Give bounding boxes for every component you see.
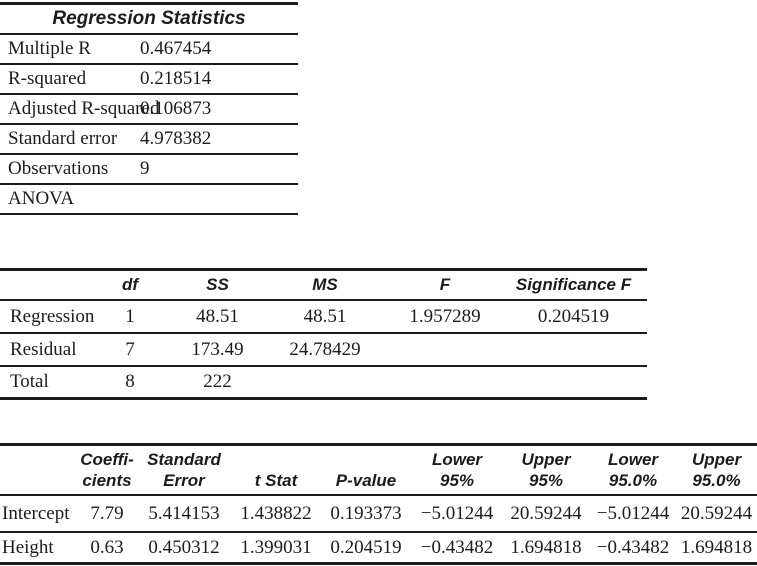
header-line: Upper [691, 450, 742, 469]
anova-table: df SS MS F Significance F Regression 1 4… [0, 268, 647, 400]
table-row: R-squared 0.218514 [0, 64, 298, 95]
table-row: Residual 7 173.49 24.78429 [0, 333, 647, 367]
col-header-ss: SS [175, 269, 260, 301]
table-row: Adjusted R-squared 0.106873 [0, 94, 298, 125]
standard-error-cell: 0.450312 [136, 532, 232, 565]
f-cell [390, 333, 500, 367]
ss-cell: 48.51 [175, 300, 260, 334]
stat-value: 4.978382 [140, 124, 298, 155]
header-line: P-value [335, 471, 397, 490]
t-stat-cell: 1.438822 [232, 495, 320, 533]
ms-cell [260, 366, 390, 400]
stat-label: Standard error [0, 124, 140, 155]
header-line: Error [163, 471, 205, 490]
sig-f-cell: 0.204519 [500, 300, 647, 334]
row-label: Intercept [0, 495, 78, 533]
df-cell: 7 [85, 333, 175, 367]
col-header-lower-95-0: Lower 95.0% [590, 444, 676, 496]
col-header-ms: MS [260, 269, 390, 301]
col-header-upper-95: Upper 95% [502, 444, 590, 496]
header-line: 95.0% [692, 471, 741, 490]
standard-error-cell: 5.414153 [136, 495, 232, 533]
lower-95-0-cell: −0.43482 [590, 532, 676, 565]
ss-cell: 173.49 [175, 333, 260, 367]
stat-label: Adjusted R-squared [0, 94, 159, 125]
f-cell: 1.957289 [390, 300, 500, 334]
stat-label: ANOVA [0, 184, 140, 215]
regression-statistics-table: Regression Statistics Multiple R 0.46745… [0, 2, 298, 215]
header-line: 95.0% [608, 471, 658, 490]
coefficients-header-row: Coeffi- cients Standard Error t Stat P-v… [0, 444, 757, 496]
stat-value: 0.218514 [140, 64, 298, 95]
ms-cell: 24.78429 [260, 333, 390, 367]
sig-f-cell [500, 366, 647, 400]
p-value-cell: 0.193373 [320, 495, 412, 533]
row-label: Residual [0, 333, 85, 367]
upper-95-0-cell: 20.59244 [676, 495, 757, 533]
header-line: Coeffi- [80, 450, 134, 469]
col-header-significance-f: Significance F [500, 269, 647, 301]
stat-label: Multiple R [0, 34, 140, 65]
sig-f-cell [500, 333, 647, 367]
stat-value: 0.467454 [140, 34, 298, 65]
col-header-standard-error: Standard Error [136, 444, 232, 496]
upper-95-cell: 1.694818 [502, 532, 590, 565]
row-label: Height [0, 532, 78, 565]
p-value-cell: 0.204519 [320, 532, 412, 565]
anova-header-row: df SS MS F Significance F [0, 269, 647, 301]
f-cell [390, 366, 500, 400]
table-row: Standard error 4.978382 [0, 124, 298, 155]
t-stat-cell: 1.399031 [232, 532, 320, 565]
header-line: Standard [147, 450, 221, 469]
col-header-f: F [390, 269, 500, 301]
col-header-p-value: P-value [320, 444, 412, 496]
coefficient-cell: 0.63 [78, 532, 136, 565]
df-cell: 1 [85, 300, 175, 334]
coefficient-cell: 7.79 [78, 495, 136, 533]
ms-cell: 48.51 [260, 300, 390, 334]
table-row: ANOVA [0, 184, 298, 215]
header-line: cients [82, 471, 132, 490]
lower-95-0-cell: −5.01244 [590, 495, 676, 533]
df-cell: 8 [85, 366, 175, 400]
header-line: 95% [439, 471, 475, 490]
upper-95-cell: 20.59244 [502, 495, 590, 533]
upper-95-0-cell: 1.694818 [676, 532, 757, 565]
header-line: Lower [431, 450, 483, 469]
stat-label: R-squared [0, 64, 140, 95]
corner-cell [0, 269, 85, 301]
table-row: Intercept 7.79 5.414153 1.438822 0.19337… [0, 495, 757, 533]
header-line: Upper [521, 450, 571, 469]
col-header-lower-95: Lower 95% [412, 444, 502, 496]
ss-cell: 222 [175, 366, 260, 400]
table-row: Regression 1 48.51 48.51 1.957289 0.2045… [0, 300, 647, 334]
corner-cell [0, 444, 78, 496]
row-label: Regression [0, 300, 94, 334]
col-header-upper-95-0: Upper 95.0% [676, 444, 757, 496]
table-row: Observations 9 [0, 154, 298, 185]
table-row: Total 8 222 [0, 366, 647, 400]
header-line: t Stat [254, 471, 298, 490]
lower-95-cell: −5.01244 [412, 495, 502, 533]
lower-95-cell: −0.43482 [412, 532, 502, 565]
table-row: Multiple R 0.467454 [0, 34, 298, 65]
col-header-df: df [85, 269, 175, 301]
coefficients-table: Coeffi- cients Standard Error t Stat P-v… [0, 443, 757, 565]
row-label: Total [0, 366, 85, 400]
col-header-t-stat: t Stat [232, 444, 320, 496]
regression-statistics-title-row: Regression Statistics [0, 3, 298, 35]
stat-value: 9 [140, 154, 298, 185]
stat-value [140, 184, 298, 215]
table-row: Height 0.63 0.450312 1.399031 0.204519 −… [0, 532, 757, 565]
stat-label: Observations [0, 154, 140, 185]
header-line: 95% [528, 471, 564, 490]
header-line: Lower [607, 450, 659, 469]
regression-statistics-title: Regression Statistics [0, 3, 298, 35]
stat-value: 0.106873 [140, 94, 298, 125]
col-header-coefficients: Coeffi- cients [78, 444, 136, 496]
